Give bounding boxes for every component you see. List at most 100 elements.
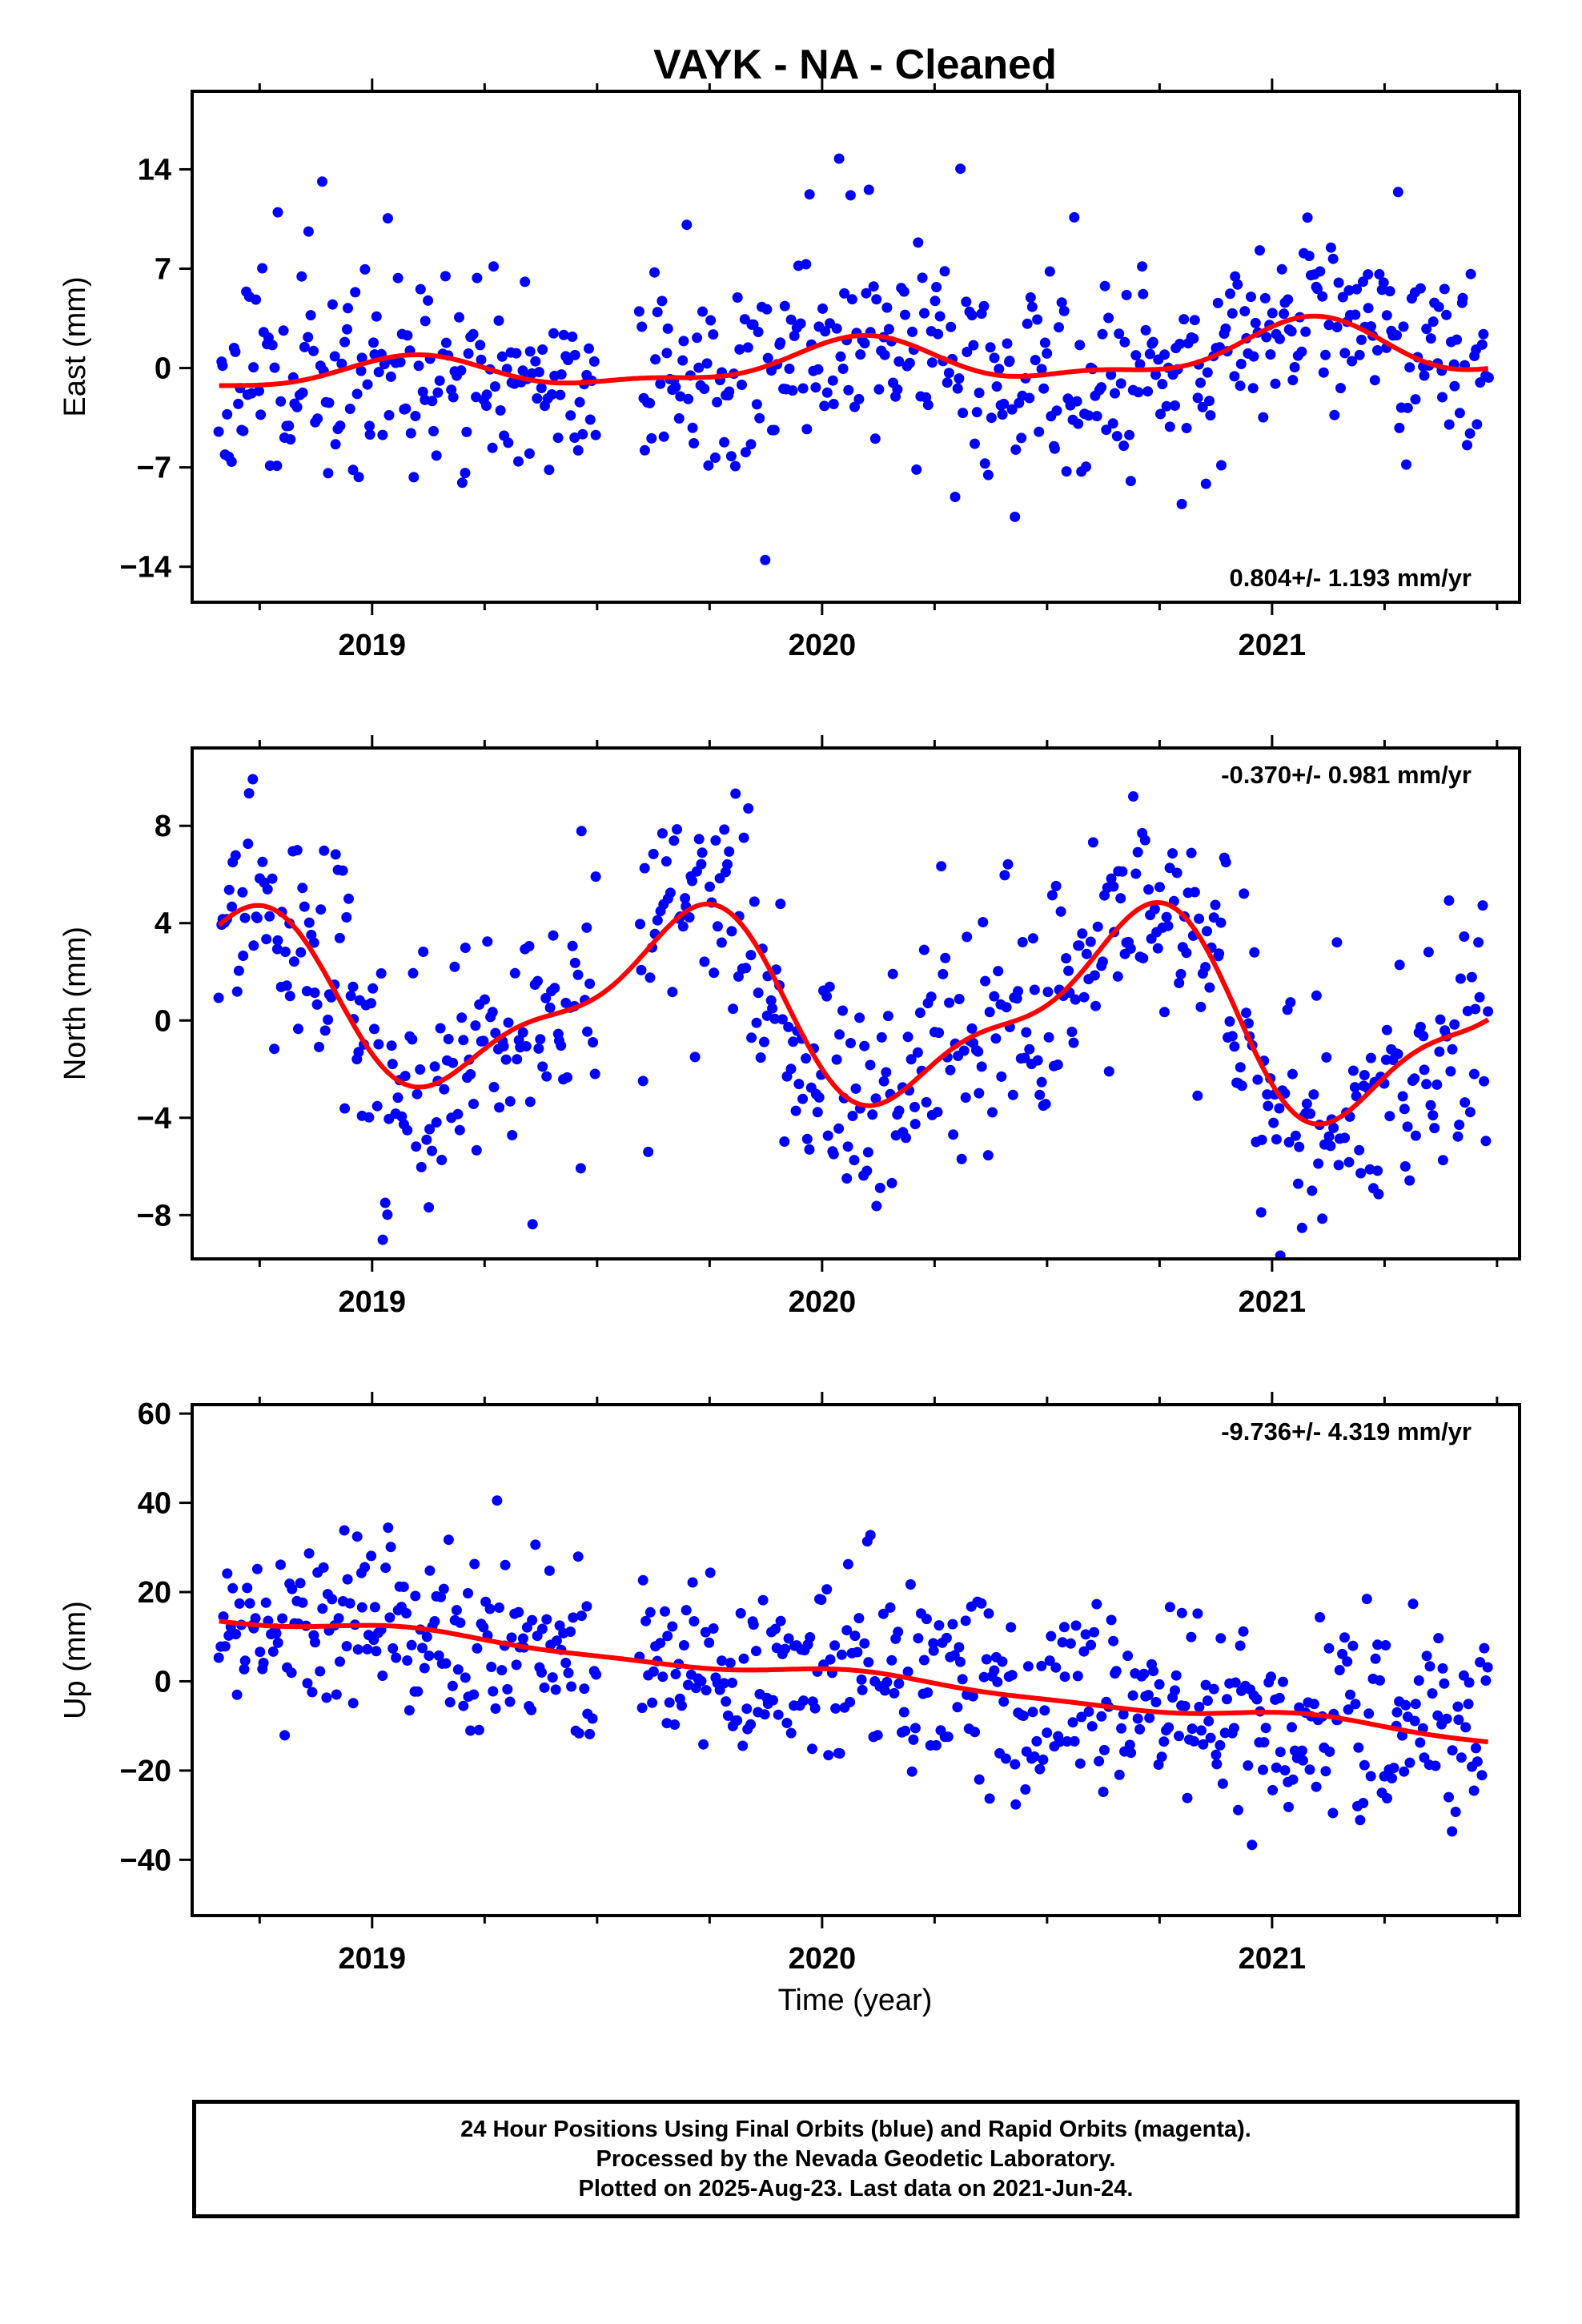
east-point [588,356,600,367]
east-point [1204,396,1215,407]
east-point [846,294,857,305]
north-point [1290,1130,1301,1141]
east-point [692,332,703,344]
north-point [719,824,730,835]
east-point [552,432,564,444]
up-point [492,1495,503,1506]
east-y-ticks [179,167,192,569]
north-point [424,1124,436,1135]
up-point [657,1671,669,1683]
east-point [1372,345,1383,356]
east-point [1437,392,1447,403]
east-point [461,426,472,437]
east-point [719,436,730,448]
up-point [834,1748,845,1759]
north-point [1293,1178,1303,1189]
east-point [1235,359,1247,369]
east-point [761,304,773,315]
up-point [1370,1653,1381,1664]
up-point [886,1655,897,1666]
north-point [490,1027,501,1039]
up-point [231,1629,242,1640]
north-point [1167,848,1178,859]
north-point [1271,1134,1282,1145]
north-point [921,1096,932,1108]
up-point [494,1602,504,1613]
up-point [942,1731,954,1743]
east-point [1275,333,1285,344]
north-point [458,1035,469,1046]
east-point [979,458,990,469]
east-point [762,352,773,364]
north-point [569,957,580,968]
up-point [1094,1755,1105,1767]
up-point [1158,1736,1170,1747]
east-point [1258,412,1269,423]
up-point [1472,1756,1483,1767]
north-point [999,870,1010,881]
up-point [952,1702,963,1713]
up-point [970,1727,981,1738]
up-point [1176,1607,1187,1618]
up-point [213,1652,224,1663]
north-point [386,1040,397,1051]
north-point [1186,847,1197,858]
up-point [451,1605,462,1616]
east-point [1318,367,1329,378]
up-point [798,1695,809,1707]
north-point [281,980,292,991]
up-point [1010,1799,1022,1810]
east-point [652,307,663,318]
up-point [536,1667,547,1678]
east-point [689,438,700,448]
east-points [213,153,1494,565]
north-point [667,987,678,998]
up-point [1320,1766,1331,1777]
up-point [1343,1704,1354,1715]
up-point [465,1725,476,1736]
east-point [1443,419,1455,430]
east-point [917,272,928,283]
east-point [705,315,717,326]
north-point [1171,867,1182,879]
east-point [1363,269,1374,280]
up-point [452,1664,464,1675]
north-point [295,947,307,958]
north-point [541,1071,552,1082]
north-point [1483,1006,1494,1017]
up-point [371,1646,382,1657]
up-point [295,1578,306,1589]
up-point [978,1671,990,1683]
east-point [1107,418,1118,429]
up-point [267,1646,279,1657]
east-point [871,294,882,305]
up-point [251,1563,263,1574]
north-point [341,912,352,923]
up-point [321,1692,332,1703]
east-point [873,384,885,395]
north-point [882,1011,893,1022]
up-point [1132,1713,1143,1724]
north-point [548,930,559,941]
up-point [1098,1787,1109,1797]
east-point [931,282,942,292]
north-point [303,917,315,928]
north-point [790,1105,801,1116]
east-point [271,460,283,472]
north-point [689,1051,701,1063]
up-point [1471,1743,1481,1754]
up-point [1358,1798,1369,1808]
north-point [1074,940,1085,951]
east-point [1025,292,1036,303]
up-point [1070,1620,1082,1631]
x-tick-label: 2019 [339,1285,407,1319]
east-point [971,407,982,418]
up-point [244,1598,255,1609]
up-point [885,1602,896,1613]
up-point [438,1583,449,1594]
north-point [710,835,721,846]
north-point [544,1002,556,1013]
up-point [849,1630,861,1642]
north-point [938,968,949,979]
up-point [908,1734,919,1745]
